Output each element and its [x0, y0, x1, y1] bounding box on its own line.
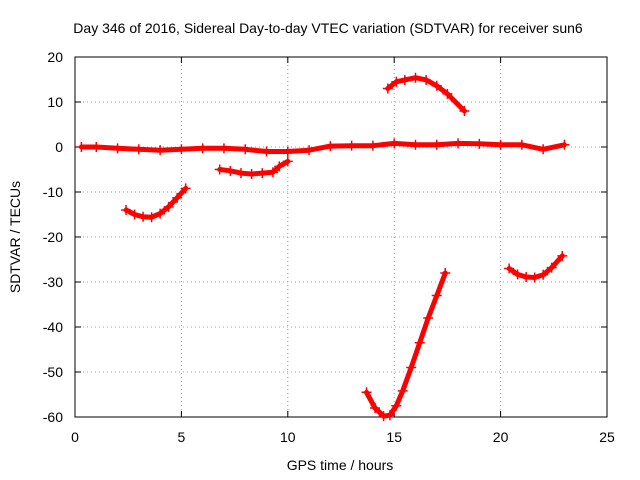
data-point [382, 83, 393, 94]
data-point [391, 76, 402, 87]
series-3 [382, 72, 470, 116]
data-point [197, 143, 208, 154]
data-point [112, 143, 123, 154]
y-tick-labels: -60 -50 -40 -30 -20 -10 0 10 20 [43, 49, 63, 425]
data-point [538, 269, 549, 280]
data-point [155, 145, 166, 156]
y-tick-label: -40 [43, 319, 63, 335]
data-point [214, 164, 225, 175]
data-point [325, 141, 336, 152]
data-point [274, 161, 285, 172]
y-tick-label: -20 [43, 229, 63, 245]
data-point [133, 144, 144, 155]
data-point [529, 272, 540, 283]
data-point [431, 139, 442, 150]
series-trace [364, 270, 448, 419]
data-point [176, 144, 187, 155]
x-tick-labels: 0 5 10 15 20 25 [71, 429, 615, 445]
data-points [76, 72, 570, 422]
data-point [146, 212, 157, 223]
data-point [218, 143, 229, 154]
data-point [521, 272, 532, 283]
data-point [423, 313, 434, 323]
x-tick-label: 15 [386, 429, 402, 445]
data-point [474, 138, 485, 149]
y-tick-label: -50 [43, 364, 63, 380]
data-point [516, 139, 527, 150]
data-point [431, 290, 442, 301]
x-tick-label: 10 [280, 429, 296, 445]
data-point [495, 139, 506, 150]
data-point [421, 74, 432, 85]
chart-title: Day 346 of 2016, Sidereal Day-to-day VTE… [73, 20, 583, 36]
y-tick-label: 20 [47, 49, 63, 65]
data-point [367, 140, 378, 151]
data-point [538, 144, 549, 155]
data-point [431, 80, 442, 91]
data-point [414, 337, 425, 348]
data-point [246, 169, 257, 179]
data-point [442, 88, 453, 99]
data-point [225, 165, 236, 176]
y-tick-label: 0 [55, 139, 63, 155]
data-point [557, 250, 568, 261]
x-tick-label: 25 [599, 429, 615, 445]
data-point [559, 139, 570, 150]
x-tick-label: 20 [493, 429, 509, 445]
series-5 [504, 250, 568, 283]
data-point [397, 385, 408, 396]
x-tick-label: 0 [71, 429, 79, 445]
data-point [261, 146, 272, 157]
data-point [546, 262, 557, 273]
data-point [406, 362, 417, 373]
data-point [378, 411, 389, 422]
data-point [410, 72, 421, 83]
data-point [399, 74, 410, 85]
grid [75, 57, 607, 417]
data-point [91, 142, 102, 152]
data-point [304, 145, 315, 156]
data-point [504, 263, 515, 274]
data-point [459, 106, 470, 116]
series-4 [361, 268, 451, 422]
data-point [512, 269, 523, 280]
data-point [391, 400, 402, 411]
data-point [172, 192, 183, 203]
data-point [163, 201, 174, 212]
data-point [138, 211, 149, 222]
data-point [76, 142, 87, 152]
data-point [410, 139, 421, 150]
data-point [282, 156, 293, 167]
y-tick-label: 10 [47, 94, 63, 110]
data-point [361, 387, 372, 398]
data-point [155, 208, 166, 219]
axis-ticks [74, 56, 608, 418]
y-tick-label: -10 [43, 184, 63, 200]
data-point [370, 403, 381, 413]
y-tick-label: -30 [43, 274, 63, 290]
series-1 [121, 183, 191, 223]
data-point [129, 209, 140, 220]
data-point [240, 144, 251, 155]
series-2 [214, 156, 293, 179]
data-point [440, 268, 451, 278]
data-point [180, 183, 191, 194]
data-point [453, 138, 464, 149]
data-point [389, 138, 400, 149]
data-point [346, 140, 357, 151]
data-point [257, 168, 268, 179]
data-point [121, 205, 132, 215]
series-0 [76, 138, 570, 157]
data-point [384, 410, 395, 421]
data-point [235, 168, 246, 179]
x-tick-label: 5 [178, 429, 186, 445]
x-axis-title: GPS time / hours [287, 457, 394, 473]
y-axis-title: SDTVAR / TECUs [7, 181, 23, 293]
data-point [282, 146, 293, 157]
data-point [267, 167, 278, 178]
y-tick-label: -60 [43, 409, 63, 425]
